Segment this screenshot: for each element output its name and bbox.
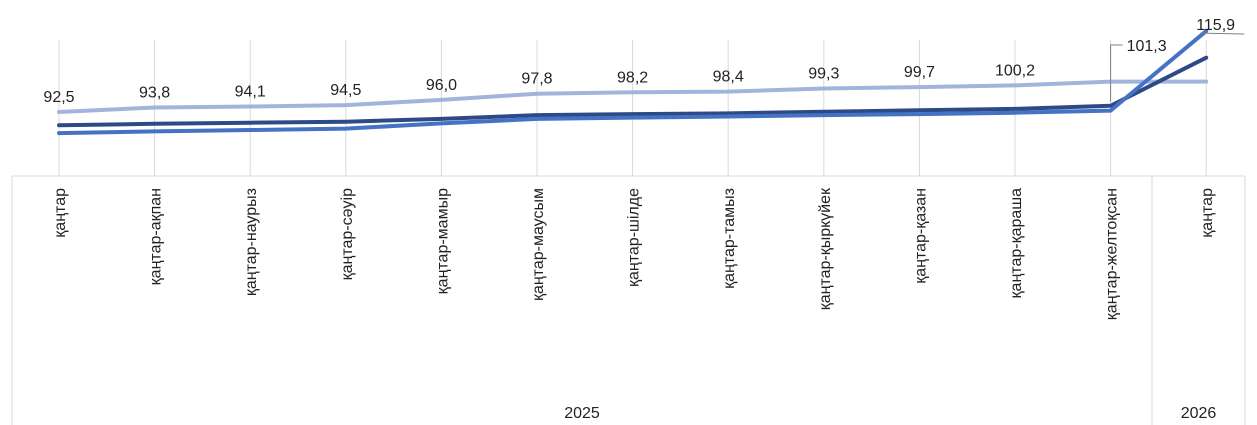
data-label: 92,5 xyxy=(43,89,74,106)
data-label: 97,8 xyxy=(521,71,552,88)
series-lines xyxy=(57,29,1209,136)
data-label: 98,4 xyxy=(713,69,744,86)
leader-line xyxy=(1110,44,1123,102)
data-label: 94,5 xyxy=(330,82,361,99)
data-label: 100,2 xyxy=(995,62,1035,79)
category-label: қаңтар-шілде xyxy=(626,188,643,287)
category-label: қаңтар-қараша xyxy=(1008,188,1025,299)
data-label: 99,3 xyxy=(808,66,839,83)
category-label: қаңтар-наурыз xyxy=(243,188,260,296)
year-group-labels: 2025 2026 xyxy=(564,405,1216,422)
category-label: қаңтар-желтоқсан xyxy=(1104,188,1121,320)
category-label: қаңтар-тамыз xyxy=(721,188,738,289)
data-label: 98,2 xyxy=(617,69,648,86)
year-group-label: 2026 xyxy=(1181,405,1217,422)
category-label: қаңтар xyxy=(52,188,69,238)
category-label: қаңтар-ақпан xyxy=(148,188,165,285)
data-labels: 92,5 93,8 94,1 94,5 96,0 97,8 98,2 98,4 99,3 99,7… xyxy=(43,17,1235,106)
category-axis-frame xyxy=(11,175,1246,425)
label-leader-lines xyxy=(1110,32,1245,102)
data-label: 93,8 xyxy=(139,85,170,102)
series-line-3 xyxy=(57,29,1209,136)
series-line-1 xyxy=(57,79,1209,114)
data-label: 94,1 xyxy=(235,83,266,100)
category-tick-labels: қаңтар қаңтар-ақпан қаңтар-наурыз қаңтар-сә… xyxy=(52,187,1216,320)
data-label: 115,9 xyxy=(1196,17,1235,34)
category-label: қаңтар-қыркүйек xyxy=(817,187,834,310)
data-label: 96,0 xyxy=(426,77,457,94)
category-label: қаңтар-қазан xyxy=(912,188,929,284)
series-line-2 xyxy=(57,55,1209,128)
category-label: қаңтар-сәуір xyxy=(339,188,356,280)
category-label: қаңтар xyxy=(1199,188,1216,238)
year-group-label: 2025 xyxy=(564,405,600,422)
category-label: қаңтар-мамыр xyxy=(434,188,451,294)
category-label: қаңтар-маусым xyxy=(530,188,547,301)
leader-line xyxy=(1200,32,1245,35)
data-label: 99,7 xyxy=(904,64,935,81)
data-label: 101,3 xyxy=(1127,38,1167,55)
